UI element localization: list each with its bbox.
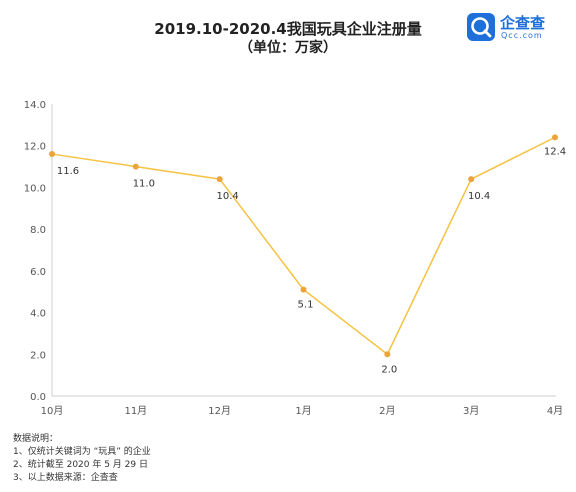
- x-tick-label: 2月: [379, 405, 395, 417]
- chart-title: 2019.10-2020.4我国玩具企业注册量: [154, 20, 422, 38]
- y-tick-label: 4.0: [30, 309, 46, 320]
- data-label: 10.4: [217, 191, 239, 202]
- x-tick-label: 4月: [547, 405, 563, 417]
- data-label: 5.1: [298, 300, 314, 311]
- y-tick-label: 14.0: [24, 100, 46, 111]
- x-tick-label: 1月: [295, 405, 311, 417]
- x-tick-label: 10月: [41, 405, 64, 417]
- qcc-logo: 企查查 Qcc.com: [466, 12, 570, 42]
- qcc-logo-icon: [467, 13, 495, 41]
- logo-domain: Qcc.com: [501, 31, 543, 40]
- chart-subtitle: （单位：万家）: [239, 40, 337, 56]
- data-label: 11.0: [133, 179, 155, 190]
- x-tick-label: 3月: [463, 405, 479, 417]
- data-point: [300, 286, 307, 293]
- data-point: [552, 134, 558, 141]
- notes-heading: 数据说明：: [13, 434, 59, 444]
- notes-line-1: 1、仅统计关键词为 “玩具” 的企业: [13, 447, 151, 457]
- notes-line-3: 3、以上数据来源：企查查: [13, 473, 118, 483]
- y-tick-label: 0.0: [30, 392, 46, 403]
- notes-line-2: 2、统计截至 2020 年 5 月 29 日: [13, 460, 148, 470]
- y-tick-label: 6.0: [30, 267, 46, 278]
- data-label: 11.6: [57, 166, 79, 177]
- data-point: [216, 176, 223, 183]
- y-tick-label: 8.0: [30, 225, 46, 236]
- y-tick-label: 10.0: [24, 183, 46, 194]
- data-point: [49, 151, 55, 158]
- series-line: [51, 136, 556, 356]
- logo-name: 企查查: [500, 14, 546, 32]
- data-label: 10.4: [468, 191, 490, 202]
- data-label: 2.0: [381, 364, 397, 375]
- x-tick-label: 12月: [208, 405, 231, 417]
- data-label: 12.4: [544, 146, 566, 157]
- y-tick-label: 2.0: [30, 350, 46, 361]
- data-notes: 数据说明： 1、仅统计关键词为 “玩具” 的企业 2、统计截至 2020 年 5…: [13, 433, 151, 485]
- data-point: [384, 351, 391, 358]
- data-point: [132, 163, 139, 170]
- x-tick-label: 11月: [124, 405, 147, 417]
- data-point: [468, 176, 475, 183]
- y-tick-label: 12.0: [24, 142, 46, 153]
